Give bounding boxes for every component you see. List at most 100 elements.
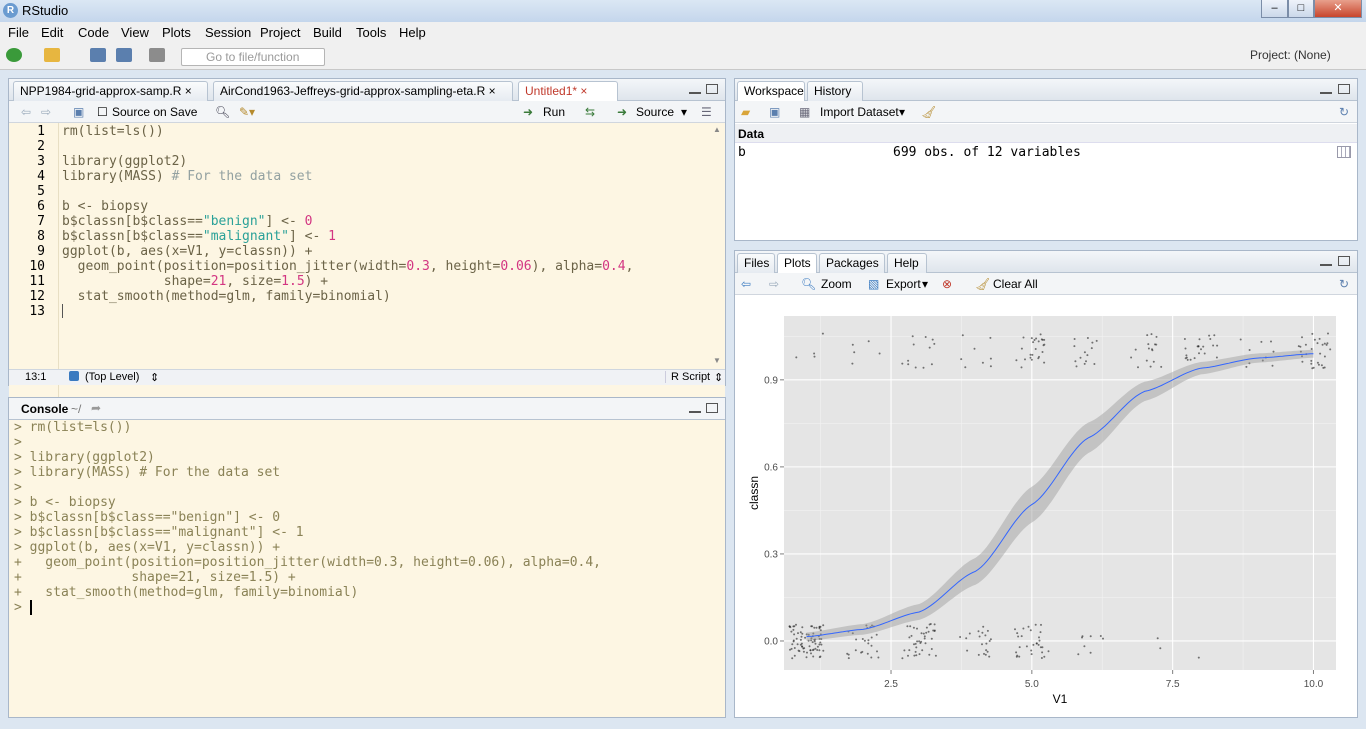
tab-plots[interactable]: Plots (777, 253, 817, 274)
source-button[interactable]: Source (636, 105, 675, 119)
view-data-icon[interactable] (1337, 146, 1351, 158)
data-point (1323, 342, 1326, 345)
minimize-pane-icon[interactable] (1320, 84, 1332, 94)
data-point (918, 640, 921, 643)
menu-build[interactable]: Build (313, 25, 342, 40)
tab-history[interactable]: History (807, 81, 863, 101)
new-file-icon[interactable] (6, 48, 22, 62)
editor-scrollbar[interactable]: ▲ ▼ (713, 125, 721, 365)
magic-wand-icon[interactable]: ✎▾ (239, 105, 256, 119)
search-icon[interactable]: 🔍︎ (215, 105, 231, 119)
minimize-pane-icon[interactable] (1320, 256, 1332, 266)
zoom-button[interactable]: Zoom (821, 277, 852, 291)
line-number: 6 (37, 199, 45, 214)
tab-untitled1[interactable]: Untitled1* × (518, 81, 618, 102)
y-tick-label: 0.6 (764, 462, 778, 473)
run-button[interactable]: Run (543, 105, 566, 119)
tab-workspace[interactable]: Workspace (737, 81, 805, 102)
goto-dir-icon[interactable]: ➦ (91, 401, 102, 415)
clear-all-button[interactable]: Clear All (993, 277, 1038, 291)
save-all-icon[interactable] (116, 48, 132, 62)
import-dataset-button[interactable]: Import Dataset (820, 105, 899, 119)
line-gutter: 1 2 3 4 5 6 7 8 9 10 11 12 13 (9, 123, 59, 448)
project-menu[interactable]: Project: (None) (1250, 48, 1331, 62)
next-plot-icon[interactable]: ⇨ (769, 277, 780, 291)
menu-code[interactable]: Code (78, 25, 110, 40)
load-workspace-icon[interactable]: ▰ (741, 105, 751, 119)
previous-plot-icon[interactable]: ⇦ (741, 277, 752, 291)
print-icon[interactable] (149, 48, 165, 62)
forward-arrow-icon[interactable]: ⇨ (41, 105, 52, 119)
back-arrow-icon[interactable]: ⇦ (21, 105, 32, 119)
console-title: Console (21, 402, 69, 416)
workspace-row[interactable]: b 699 obs. of 12 variables (735, 143, 1357, 162)
minimize-button[interactable]: – (1261, 0, 1288, 18)
data-point (1041, 651, 1044, 654)
zoom-icon[interactable]: 🔍︎ (801, 277, 817, 291)
plots-tabs: Files Plots Packages Help (735, 251, 1357, 274)
data-point (930, 363, 933, 366)
outline-icon[interactable]: ☰ (701, 105, 712, 119)
file-type-selector[interactable]: R Script (665, 371, 710, 383)
clear-all-icon[interactable]: 🧹︎ (975, 277, 991, 291)
console-prompt[interactable]: > ​ (14, 600, 32, 615)
rerun-icon[interactable]: ⇆ (585, 105, 596, 119)
save-workspace-icon[interactable]: ▣ (769, 105, 781, 119)
menu-edit[interactable]: Edit (41, 25, 64, 40)
data-point (791, 657, 794, 660)
data-point (914, 650, 917, 653)
console-output[interactable]: > rm(list=ls()) > > library(ggplot2) > l… (9, 420, 725, 717)
tab-npp1984[interactable]: NPP1984-grid-approx-samp.R × (13, 81, 208, 101)
maximize-pane-icon[interactable] (1338, 256, 1350, 266)
console-line: > b$classn[b$class=="malignant"] <- 1 (14, 525, 304, 540)
save-icon[interactable] (90, 48, 106, 62)
maximize-pane-icon[interactable] (1338, 84, 1350, 94)
code-editor[interactable] (9, 123, 725, 448)
remove-plot-icon[interactable]: ⊗ (942, 277, 953, 291)
maximize-pane-icon[interactable] (706, 84, 718, 94)
menu-plots[interactable]: Plots (162, 25, 191, 40)
import-dropdown-icon[interactable]: ▾ (899, 105, 906, 119)
menu-file[interactable]: File (8, 25, 29, 40)
workspace-pane: Workspace History ▰ ▣ ▦ Import Dataset ▾… (734, 78, 1358, 241)
data-point (876, 650, 878, 653)
open-file-icon[interactable] (44, 48, 60, 62)
close-button[interactable]: ✕ (1314, 0, 1362, 18)
scope-dropdown-icon[interactable]: ⇕ (150, 372, 160, 384)
tab-files[interactable]: Files (737, 253, 775, 273)
menu-session[interactable]: Session (205, 25, 252, 40)
export-button[interactable]: Export (886, 277, 921, 291)
menu-project[interactable]: Project (260, 25, 301, 40)
data-point (1024, 358, 1026, 361)
source-on-save-checkbox[interactable]: ☐ (97, 105, 108, 119)
file-type-dropdown-icon[interactable]: ⇕ (714, 372, 724, 384)
goto-file-input[interactable]: Go to file/function (181, 48, 325, 66)
maximize-button[interactable]: □ (1288, 0, 1314, 18)
menu-tools[interactable]: Tools (356, 25, 387, 40)
data-points (788, 332, 1332, 660)
console-path[interactable]: ~/ (71, 402, 82, 416)
run-icon[interactable]: ➜ (523, 105, 534, 119)
tab-help[interactable]: Help (887, 253, 927, 273)
refresh-icon[interactable]: ↻ (1339, 105, 1350, 119)
data-point (989, 638, 992, 641)
source-icon[interactable]: ➜ (617, 105, 628, 119)
source-dropdown-icon[interactable]: ▾ (681, 105, 688, 119)
minimize-pane-icon[interactable] (689, 403, 701, 413)
export-icon[interactable]: ▧ (868, 277, 880, 291)
tab-packages[interactable]: Packages (819, 253, 885, 273)
save-icon[interactable]: ▣ (73, 105, 85, 119)
maximize-pane-icon[interactable] (706, 403, 718, 413)
menu-help[interactable]: Help (399, 25, 426, 40)
editor-toolbar: ⇦ ⇨ ▣ ☐ Source on Save 🔍︎ ✎▾ ➜ Run ⇆ ➜ S… (9, 101, 725, 123)
tab-aircond1963[interactable]: AirCond1963-Jeffreys-grid-approx-samplin… (213, 81, 513, 101)
refresh-icon[interactable]: ↻ (1339, 277, 1350, 291)
export-dropdown-icon[interactable]: ▾ (922, 277, 929, 291)
menu-view[interactable]: View (121, 25, 149, 40)
import-dataset-icon[interactable]: ▦ (799, 105, 811, 119)
minimize-pane-icon[interactable] (689, 84, 701, 94)
editor-tabs: NPP1984-grid-approx-samp.R × AirCond1963… (9, 79, 725, 102)
scope-selector[interactable]: (Top Level) (85, 371, 140, 383)
clear-workspace-icon[interactable]: 🧹︎ (921, 105, 937, 119)
data-point (907, 359, 910, 362)
